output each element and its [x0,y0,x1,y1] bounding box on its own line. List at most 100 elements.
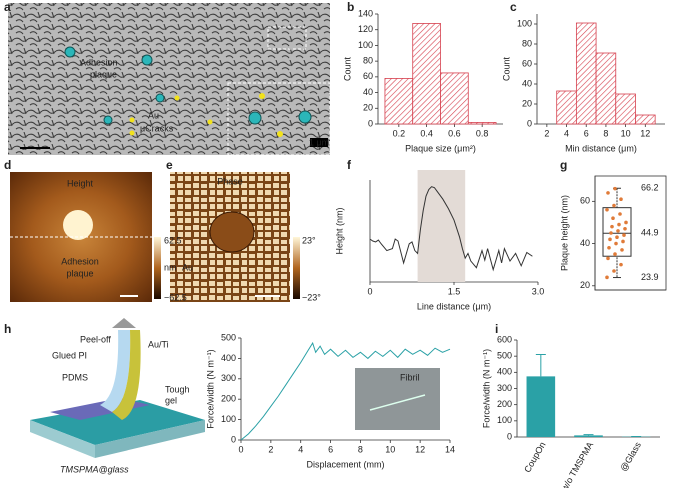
point [623,226,627,231]
point [614,241,618,246]
x-tick-label: 0 [367,286,372,296]
x-tick-label: 0.8 [476,128,489,138]
panel-letter: b [347,0,354,14]
point [612,203,616,208]
inset-photo [355,368,440,430]
image-label: Adhesion [61,256,99,266]
panel-h-schematic [30,318,440,458]
y-tick-label: 300 [497,383,512,393]
x-tick-label: 8 [603,128,608,138]
y-axis-label: Plaque height (nm) [559,195,569,271]
y-axis-label: Count [501,57,511,82]
panel-letter: a [4,0,11,14]
y-tick-label: 100 [517,18,532,28]
image-label: Adhesion [80,57,118,67]
bar [615,93,636,125]
y-tick-label: 40 [580,238,590,248]
schematic-label: Glued PI [52,350,87,360]
point [605,207,609,212]
data-line [240,341,451,441]
scale-label: 1 μm [309,137,329,147]
panel-a-image [8,3,331,156]
point [606,191,610,195]
x-tick-label: 0.4 [420,128,433,138]
data-line [369,186,533,272]
y-tick-label: 80 [363,56,373,66]
y-axis-label: Force/width (N m⁻¹) [481,349,491,428]
schematic-label: Peel-off [80,334,111,344]
x-tick-label: 3.0 [532,286,545,296]
point [608,237,612,242]
panel-letter: i [495,322,498,336]
y-tick-label: 500 [497,351,512,361]
x-tick-label: 12 [640,128,650,138]
bar [526,376,556,437]
bar [575,22,597,125]
x-tick-label: 10 [385,444,395,454]
point [605,275,609,280]
x-axis-label: Line distance (μm) [417,301,491,311]
y-tick-label: 20 [363,103,373,113]
panel-letter: h [4,322,11,336]
x-tick-label: 6 [328,444,333,454]
shaded-region [417,170,466,282]
point [619,262,623,267]
y-tick-label: 60 [580,196,590,206]
y-tick-label: 100 [358,40,373,50]
x-axis-label: Displacement (mm) [306,459,384,469]
schematic-label: Tough [165,384,190,394]
stat-label: 66.2 [641,183,659,193]
y-tick-label: 400 [221,353,236,363]
x-tick-label: 4 [564,128,569,138]
panel-letter: d [4,158,11,172]
y-axis-label: Count [342,57,352,82]
x-tick-label: 0.6 [448,128,461,138]
x-tick-label: 1.5 [448,286,461,296]
image-label: Height [67,178,94,188]
image-label: Phase [217,176,243,186]
image-label: plaque [66,268,93,278]
y-axis-label: Force/width (N m⁻¹) [205,349,215,428]
image-label: Au [182,262,193,272]
bar [412,23,441,125]
x-tick-label: 0.2 [393,128,406,138]
schematic-label: gel [165,395,177,405]
colorbar-label: 62.5 [164,235,182,245]
x-tick-label: 10 [621,128,631,138]
y-tick-label: 300 [221,373,236,383]
x-axis-label: Min distance (μm) [565,143,637,153]
frame [594,175,667,291]
x-axis-label: Plaque size (μm²) [405,143,476,153]
x-tick-label: 12 [415,444,425,454]
point [620,248,624,252]
x-tick-label: @Glass [618,440,643,473]
x-tick-label: 6 [584,128,589,138]
point [606,256,610,261]
y-axis-label: Height (nm) [334,207,344,254]
point [618,212,622,216]
image-label: plaque [90,69,117,79]
y-tick-label: 140 [358,8,373,18]
x-tick-label: 4 [298,444,303,454]
point [607,245,611,250]
x-tick-label: 14 [445,444,455,454]
panel-e-image [170,172,300,302]
image-label: μCracks [140,123,174,133]
image-label: Au [148,110,159,120]
x-tick-label: 8 [358,444,363,454]
colorbar-label: −62.5 [164,292,187,302]
colorbar-label: 23° [302,235,316,245]
point [616,229,620,233]
y-tick-label: 0 [368,118,373,128]
y-tick-label: 20 [522,98,532,108]
y-tick-label: 600 [497,334,512,344]
panel-d-image [10,172,161,302]
bar [595,52,617,125]
panel-letter: c [510,0,517,14]
bar [384,78,414,125]
x-tick-label: CoupOn [522,440,547,474]
y-tick-label: 0 [231,434,236,444]
point [612,269,616,273]
